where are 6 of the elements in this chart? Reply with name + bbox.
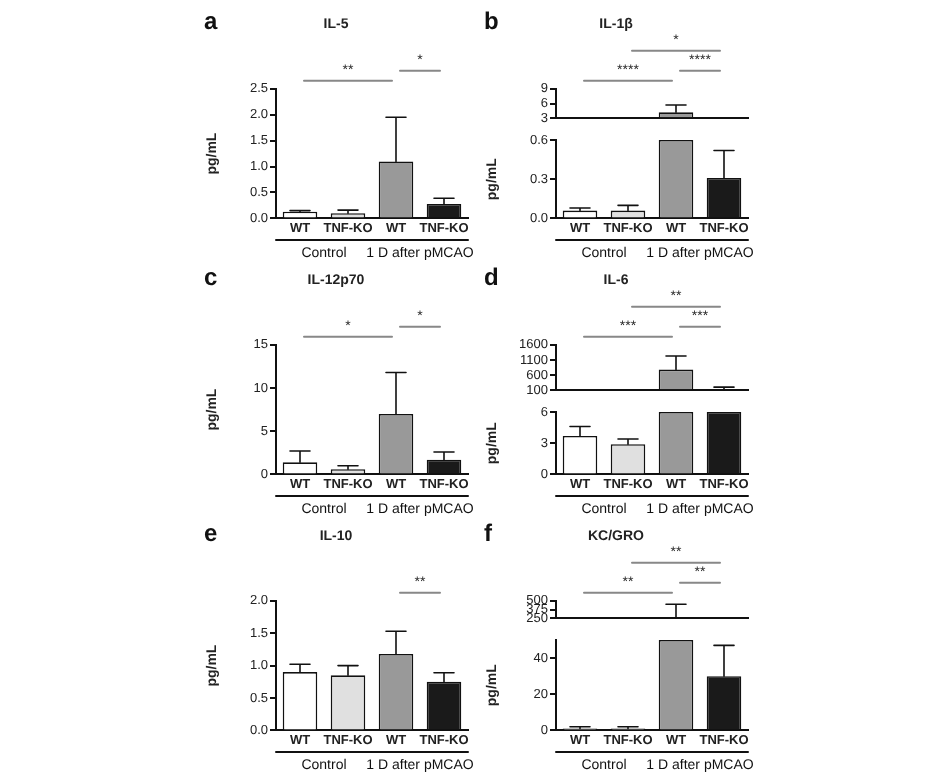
text: d	[484, 262, 499, 291]
text: a	[204, 6, 218, 35]
text: b	[484, 6, 499, 35]
text: e	[204, 518, 218, 547]
text: c	[204, 262, 218, 291]
text: f	[484, 518, 494, 547]
